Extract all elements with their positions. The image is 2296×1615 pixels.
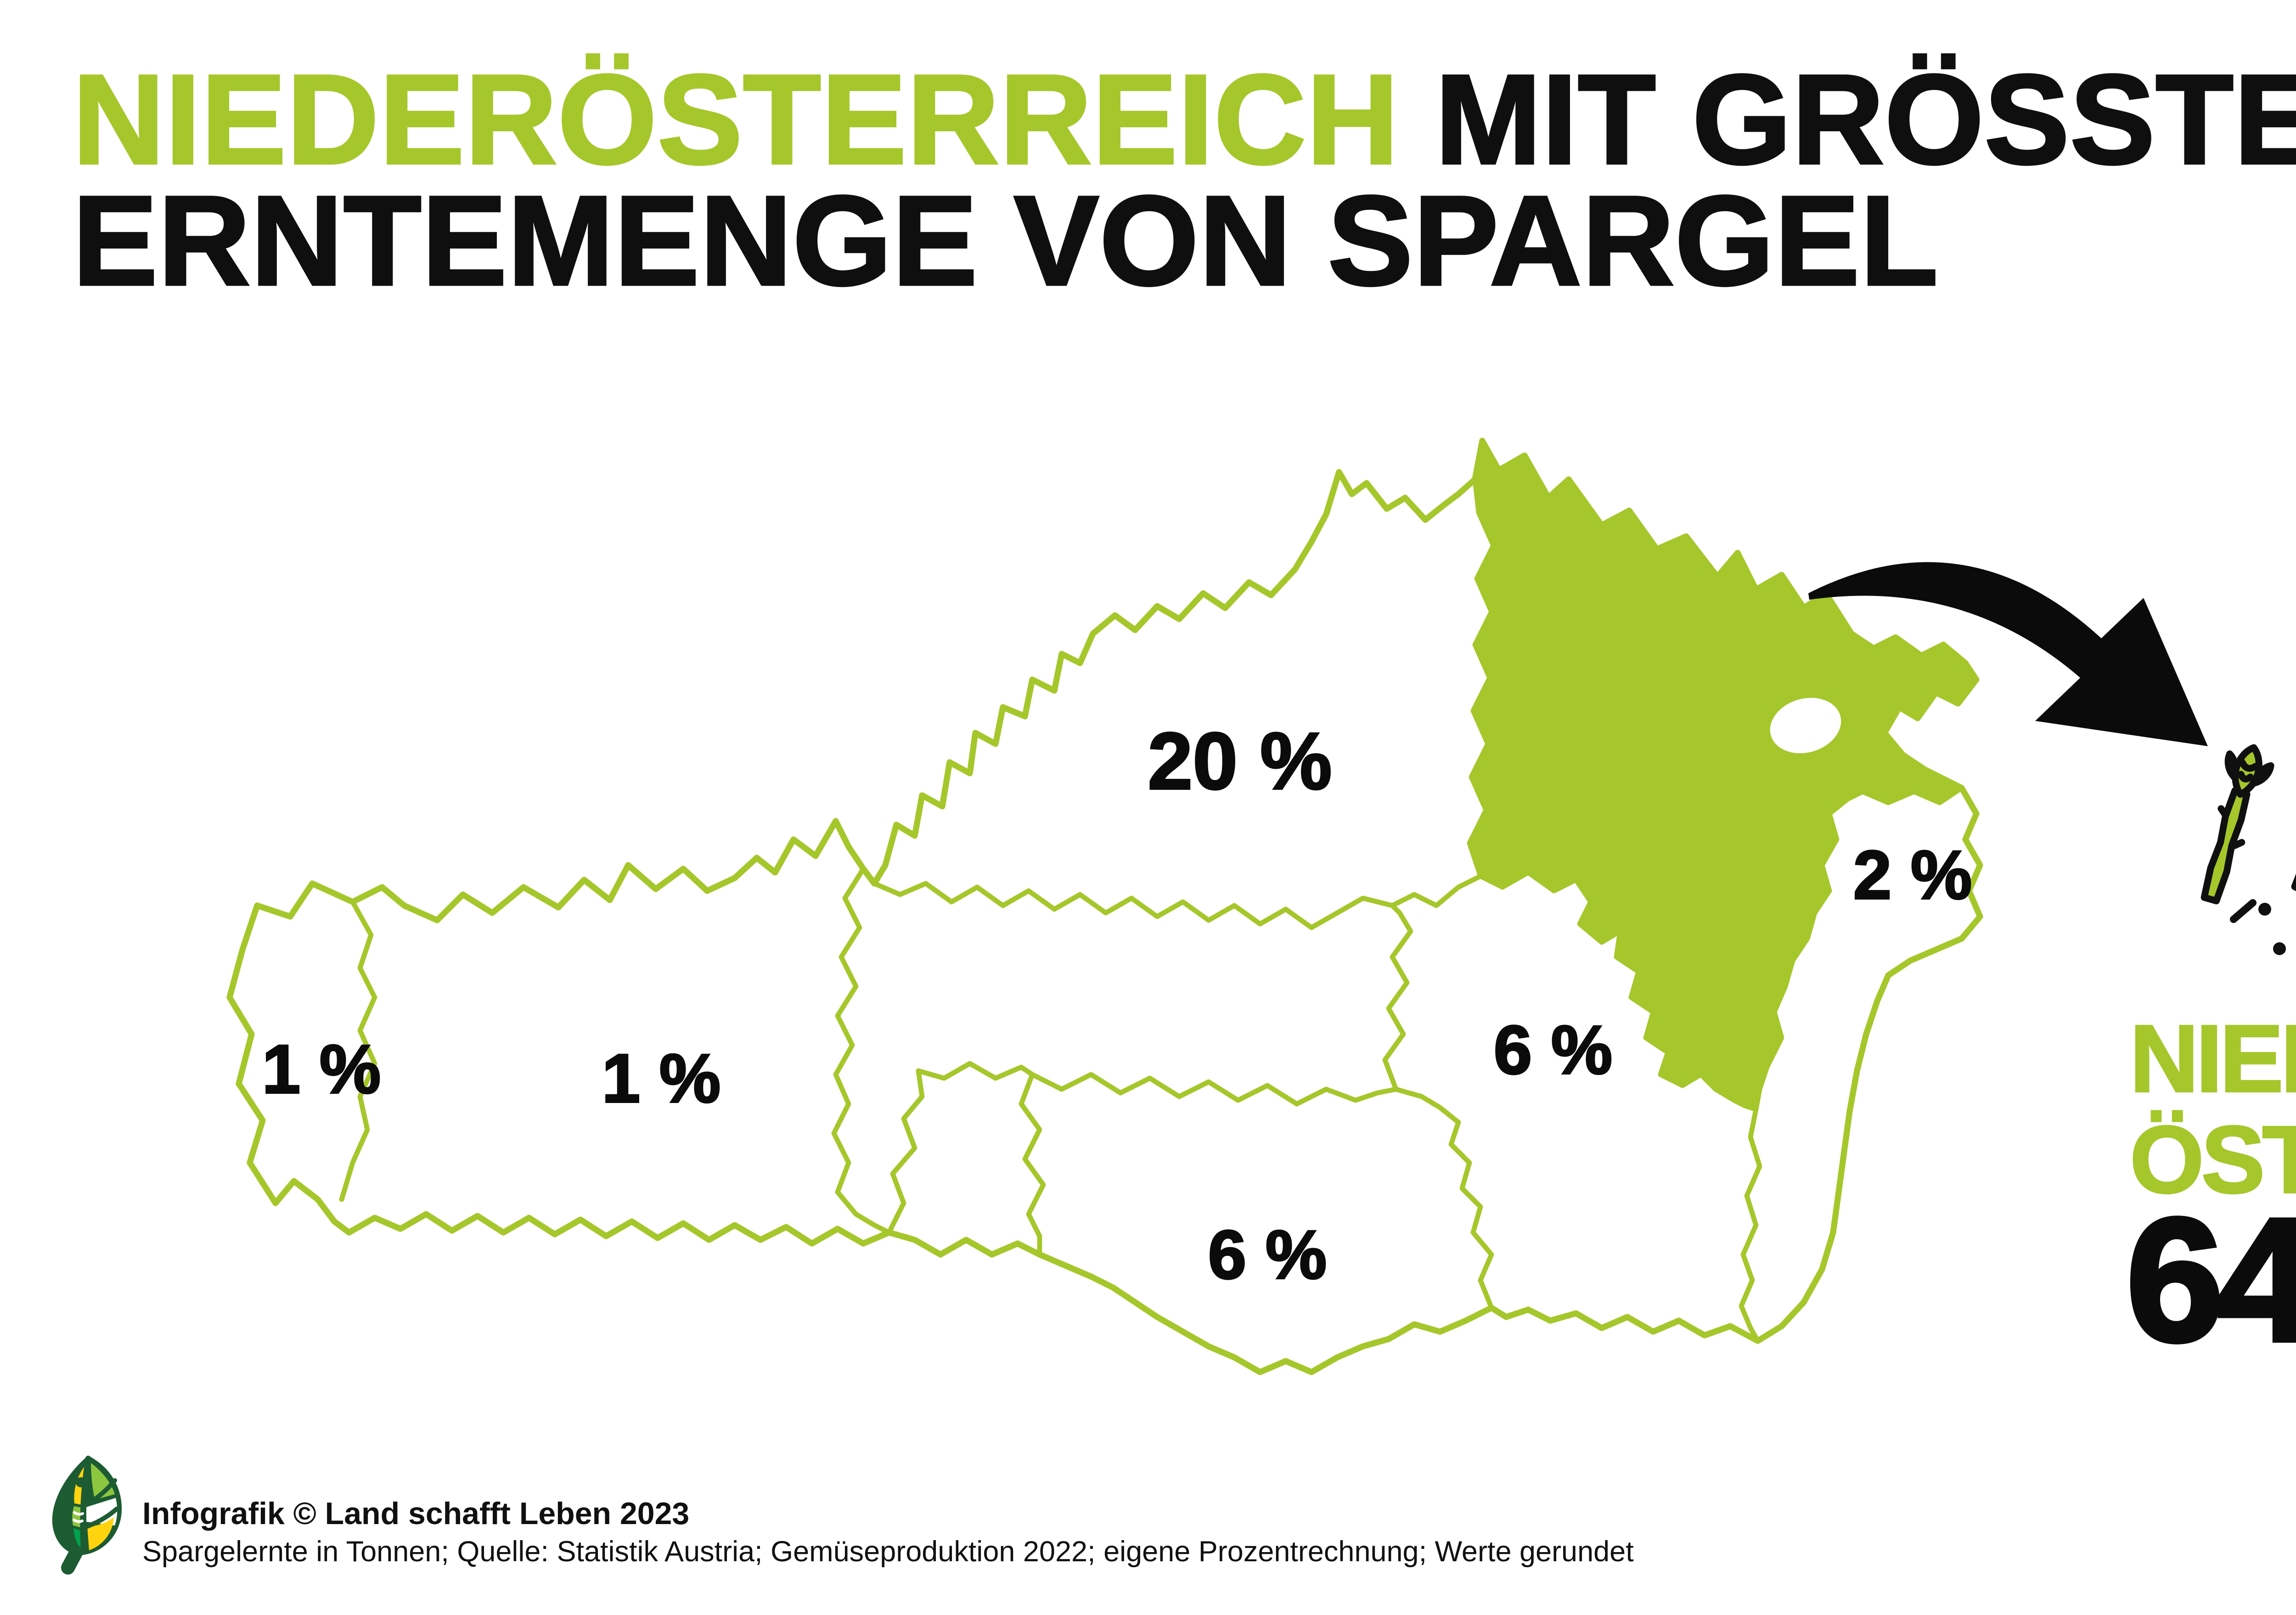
title-line-2: ERNTEMENGE VON SPARGEL: [71, 169, 1939, 312]
map-label-oberoesterreich: 20 %: [1147, 716, 1333, 806]
map-region-niederoesterreich: [1469, 441, 1976, 1109]
callout-region-name: NIEDER- ÖSTERREICH: [2129, 1006, 2296, 1213]
title-highlight: NIEDERÖSTERREICH: [72, 48, 1400, 191]
callout-region-line2: ÖSTERREICH: [2129, 1107, 2296, 1213]
map-label-tirol: 1 %: [601, 1040, 721, 1117]
callout-region-line1: NIEDER-: [2129, 1006, 2296, 1112]
title-rest: MIT GRÖSSTER: [1434, 48, 2296, 191]
asparagus-icon: [2189, 729, 2296, 955]
map-region-wien-hole: [1765, 692, 1846, 759]
leaf-logo: [52, 1456, 122, 1575]
map-label-burgenland: 2 %: [1852, 836, 1973, 913]
asparagus-dot-1: [2258, 903, 2271, 916]
austria-map: [226, 438, 1983, 1375]
page-title: NIEDERÖSTERREICH MIT GRÖSSTER ERNTEMENGE…: [71, 54, 2296, 312]
title-line-1: NIEDERÖSTERREICH MIT GRÖSSTER: [72, 54, 2296, 184]
curved-arrow-icon: [1808, 562, 2208, 746]
map-label-steiermark: 6 %: [1493, 1011, 1613, 1088]
footer-source: Spargelernte in Tonnen; Quelle: Statisti…: [142, 1536, 1634, 1568]
footer: Infografik © Land schafft Leben 2023 Spa…: [142, 1495, 1634, 1571]
map-label-kaernten: 6 %: [1207, 1216, 1328, 1293]
map-outline-austria: [226, 438, 1983, 1375]
map-label-vorarlberg: 1 %: [261, 1030, 382, 1108]
map-state-borders: [339, 477, 1964, 1344]
asparagus-accents: [2230, 899, 2257, 923]
callout-value: 64 %: [2124, 1182, 2296, 1378]
footer-credit: Infografik © Land schafft Leben 2023: [142, 1496, 690, 1531]
asparagus-dot-2: [2273, 942, 2286, 955]
